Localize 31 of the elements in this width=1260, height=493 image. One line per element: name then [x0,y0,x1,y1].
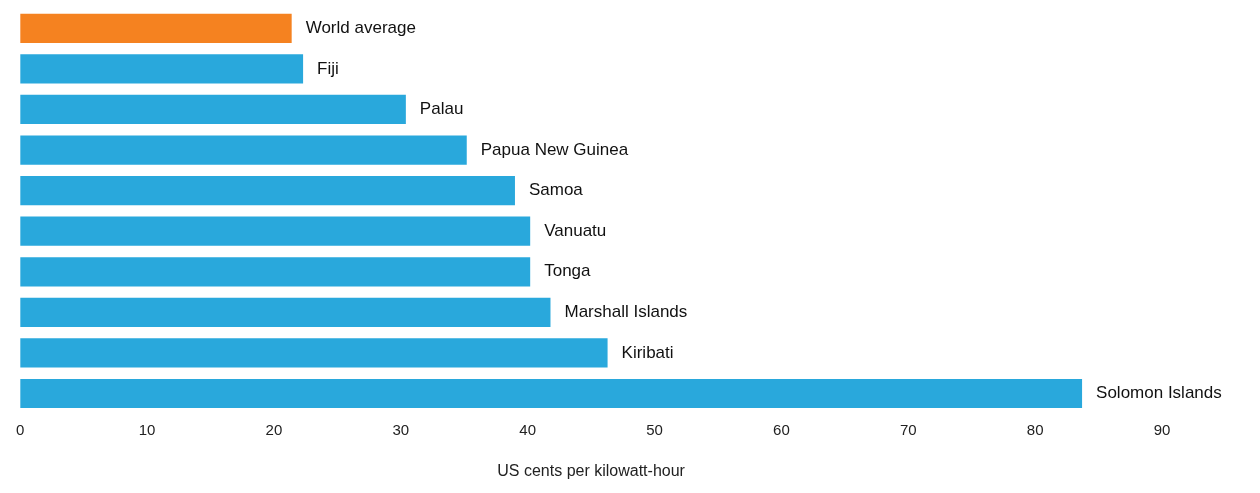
y-tick-label: Samoa [528,180,584,200]
y-tick-label: Kiribati [621,342,674,362]
y-tick-label: Solomon Islands [1096,383,1222,403]
bar [20,297,551,327]
x-tick-label: 90 [1153,420,1171,438]
x-tick-label: 40 [519,420,536,438]
x-tick-label: 80 [1026,420,1044,438]
y-tick-label: Tonga [544,261,592,281]
bar [20,135,467,165]
bar [20,378,1083,409]
bar [20,176,515,206]
bar [20,94,406,125]
y-tick-label: Fiji [317,58,339,78]
y-tick-label: Marshall Islands [564,302,688,322]
x-tick-label: 30 [392,420,410,438]
x-tick-label: 20 [265,420,283,438]
bar [20,54,304,84]
bar [20,257,531,287]
y-tick-label: World average [305,17,416,37]
x-tick-label: 60 [773,420,790,438]
x-axis-title: US cents per kilowatt-hour [497,461,686,479]
x-tick-label: 70 [899,420,917,438]
bar [20,338,608,368]
y-tick-label: Palau [419,99,464,119]
x-tick-label: 10 [138,420,156,438]
x-tick-label: 0 [16,420,25,438]
y-tick-label: Papua New Guinea [480,139,629,159]
y-tick-label: Vanuatu [544,220,607,240]
x-tick-label: 50 [646,420,663,438]
bar [20,13,292,43]
bar [20,216,531,246]
